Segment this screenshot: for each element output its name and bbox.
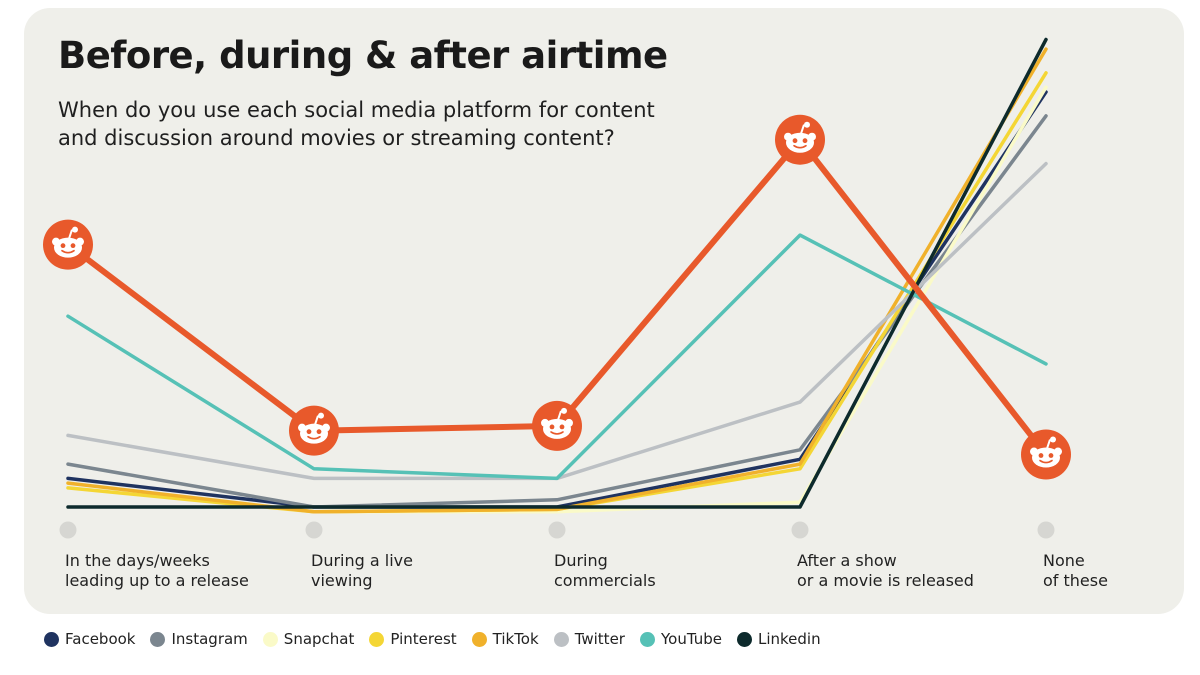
legend-item-snapchat: Snapchat: [262, 630, 355, 648]
series-line-tiktok: [66, 47, 1048, 514]
legend-swatch: [736, 631, 752, 647]
legend-item-linkedin: Linkedin: [736, 630, 821, 648]
chart-subtitle: When do you use each social media platfo…: [58, 98, 655, 150]
legend-swatch: [553, 631, 569, 647]
legend-label: YouTube: [660, 630, 722, 648]
category-dot-1: [305, 521, 323, 539]
legend-item-twitter: Twitter: [553, 630, 625, 648]
legend-item-instagram: Instagram: [150, 630, 248, 648]
chart-card: [24, 8, 1184, 614]
legend-label: Instagram: [171, 630, 248, 648]
legend-label: Twitter: [574, 630, 625, 648]
legend-item-facebook: Facebook: [44, 630, 135, 648]
legend-item-tiktok: TikTok: [471, 630, 539, 648]
legend-swatch: [262, 631, 278, 647]
legend-label: TikTok: [492, 630, 539, 648]
legend-swatch: [369, 631, 385, 647]
category-dot-0: [59, 521, 77, 539]
legend-swatch: [44, 631, 59, 647]
category-label-4: None of these: [1043, 551, 1108, 590]
reddit-icon: [532, 400, 582, 451]
legend-item-youtube: YouTube: [639, 630, 722, 648]
series-line-linkedin: [66, 37, 1048, 509]
category-label-2: During commercials: [554, 551, 656, 590]
legend-swatch: [471, 631, 487, 647]
chart-title: Before, during & after airtime: [58, 34, 668, 77]
legend-item-pinterest: Pinterest: [369, 630, 457, 648]
chart-legend: Facebook Instagram Snapchat Pinterest TikTok…: [44, 628, 836, 650]
legend-label: Pinterest: [390, 630, 457, 648]
legend-swatch: [150, 631, 166, 647]
category-dot-2: [548, 521, 566, 539]
category-label-3: After a show or a movie is released: [797, 551, 974, 590]
legend-label: Linkedin: [757, 630, 821, 648]
legend-label: Facebook: [65, 630, 136, 648]
reddit-icon: [1021, 429, 1071, 480]
series-line-youtube: [66, 233, 1048, 481]
category-dot-3: [791, 521, 809, 539]
legend-label: Snapchat: [283, 630, 355, 648]
category-dot-4: [1037, 521, 1055, 539]
legend-swatch: [639, 631, 655, 647]
category-label-0: In the days/weeks leading up to a release: [65, 551, 249, 590]
reddit-icon: [775, 114, 825, 165]
reddit-icon: [289, 405, 339, 456]
category-label-1: During a live viewing: [311, 551, 413, 590]
reddit-icon: [43, 219, 93, 270]
